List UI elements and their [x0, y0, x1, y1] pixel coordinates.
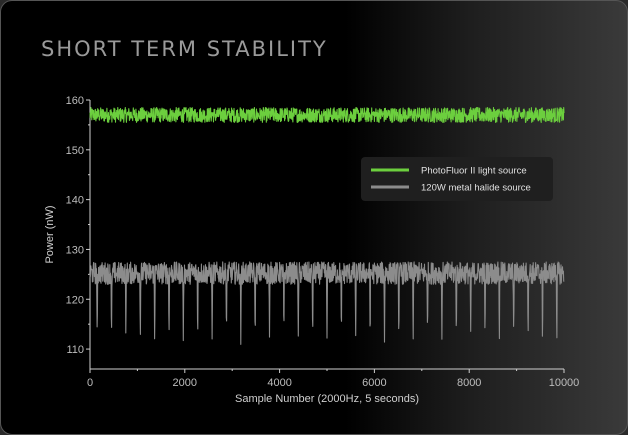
y-tick-label: 120 [66, 294, 84, 306]
y-axis-label: Power (nW) [44, 205, 56, 263]
y-tick-label: 110 [66, 344, 84, 356]
x-tick-label: 10000 [549, 377, 580, 389]
y-tick-label: 130 [66, 244, 84, 256]
plot-area [90, 108, 564, 345]
x-axis-label: Sample Number (2000Hz, 5 seconds) [235, 393, 419, 405]
x-tick-label: 6000 [362, 377, 386, 389]
x-tick-label: 0 [87, 377, 93, 389]
legend-label-2: 120W metal halide source [421, 183, 531, 194]
legend-label-1: PhotoFluor II light source [421, 166, 527, 177]
axes: 110 120 130 140 150 160 0 2000 4000 6000 8000 10000… [44, 95, 579, 405]
y-tick-label: 150 [66, 145, 84, 157]
legend-box [361, 157, 553, 201]
series-line-2 [90, 262, 564, 345]
series-line-1 [90, 108, 564, 123]
x-tick-label: 2000 [173, 377, 197, 389]
y-tick-label: 140 [66, 195, 84, 207]
y-tick-label: 160 [66, 95, 84, 107]
x-tick-label: 4000 [267, 377, 291, 389]
x-tick-label: 8000 [457, 377, 481, 389]
legend: PhotoFluor II light source 120W metal hal… [361, 157, 553, 201]
